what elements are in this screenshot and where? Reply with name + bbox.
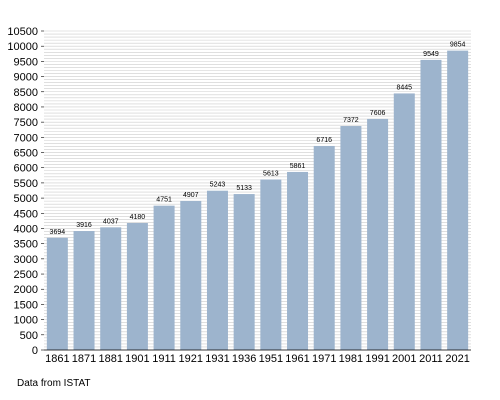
x-tick-label: 1911 (152, 353, 176, 365)
x-tick-label: 1871 (72, 353, 96, 365)
bar (447, 50, 469, 350)
bar (153, 205, 175, 350)
data-label: 5613 (263, 170, 279, 177)
bar (313, 145, 335, 350)
data-label: 7606 (370, 110, 386, 117)
y-axis-ticks: 0 500 1000 1500 2000 2500 3000 3500 4000 4500 5000… (7, 26, 44, 357)
bar (367, 118, 389, 350)
x-tick-label: 2001 (392, 353, 416, 365)
bar (46, 237, 68, 350)
y-tick-label: 1500 (14, 299, 38, 311)
data-label: 5861 (290, 163, 306, 170)
x-tick-label: 1881 (98, 353, 122, 365)
data-label: 4037 (103, 218, 119, 225)
y-tick-label: 3500 (14, 239, 38, 251)
x-axis-ticks: 1861 1871 1881 1901 1911 1921 1931 1936 1951 1961… (45, 353, 470, 365)
y-tick-label: 500 (20, 330, 38, 342)
x-tick-label: 2011 (419, 353, 443, 365)
y-tick-label: 7000 (14, 132, 38, 144)
y-tick-label: 6000 (14, 163, 38, 175)
data-label: 4907 (183, 192, 199, 199)
x-tick-label: 1981 (339, 353, 363, 365)
y-tick-label: 5000 (14, 193, 38, 205)
bar (126, 223, 148, 350)
bar (180, 200, 202, 350)
y-tick-label: 2000 (14, 284, 38, 296)
source-note: Data from ISTAT (17, 378, 91, 389)
x-tick-label: 1936 (232, 353, 256, 365)
data-label: 3694 (50, 229, 66, 236)
x-tick-label: 1991 (365, 353, 389, 365)
y-tick-label: 6500 (14, 148, 38, 160)
y-tick-label: 7500 (14, 117, 38, 129)
data-label: 9854 (450, 42, 466, 49)
bar (420, 59, 442, 351)
y-tick-label: 8500 (14, 87, 38, 99)
bar (393, 93, 415, 350)
x-tick-label: 1931 (205, 353, 229, 365)
x-tick-label: 1961 (285, 353, 309, 365)
y-tick-label: 8000 (14, 102, 38, 114)
bars (46, 50, 469, 351)
bar (206, 190, 228, 350)
x-tick-label: 1901 (125, 353, 149, 365)
bar (260, 179, 282, 350)
y-tick-label: 10500 (7, 26, 38, 38)
data-label: 6716 (316, 137, 332, 144)
data-label: 9549 (423, 51, 439, 58)
y-tick-label: 9500 (14, 56, 38, 68)
x-tick-label: 1951 (259, 353, 283, 365)
y-tick-label: 3000 (14, 254, 38, 266)
y-tick-label: 4000 (14, 223, 38, 235)
x-tick-label: 1971 (312, 353, 336, 365)
data-label: 7372 (343, 117, 359, 124)
bar (233, 194, 255, 350)
data-label: 5243 (210, 182, 226, 189)
data-label: 5133 (236, 185, 252, 192)
y-tick-label: 10000 (7, 41, 38, 53)
y-tick-label: 0 (32, 345, 38, 357)
bar (100, 227, 122, 350)
x-tick-label: 2021 (445, 353, 469, 365)
bar (287, 171, 309, 350)
data-label: 8445 (396, 84, 412, 91)
y-tick-label: 9000 (14, 72, 38, 84)
y-tick-label: 1000 (14, 315, 38, 327)
bar (73, 231, 95, 350)
data-label: 3916 (76, 222, 92, 229)
data-label: 4180 (130, 214, 146, 221)
bar (340, 126, 362, 350)
data-labels: 3694 3916 4037 4180 4751 4907 5243 5133 5613 5861… (50, 42, 466, 236)
y-tick-label: 5500 (14, 178, 38, 190)
x-tick-label: 1861 (45, 353, 69, 365)
x-tick-label: 1921 (179, 353, 203, 365)
data-label: 4751 (156, 197, 172, 204)
y-tick-label: 2500 (14, 269, 38, 281)
y-tick-label: 4500 (14, 208, 38, 220)
